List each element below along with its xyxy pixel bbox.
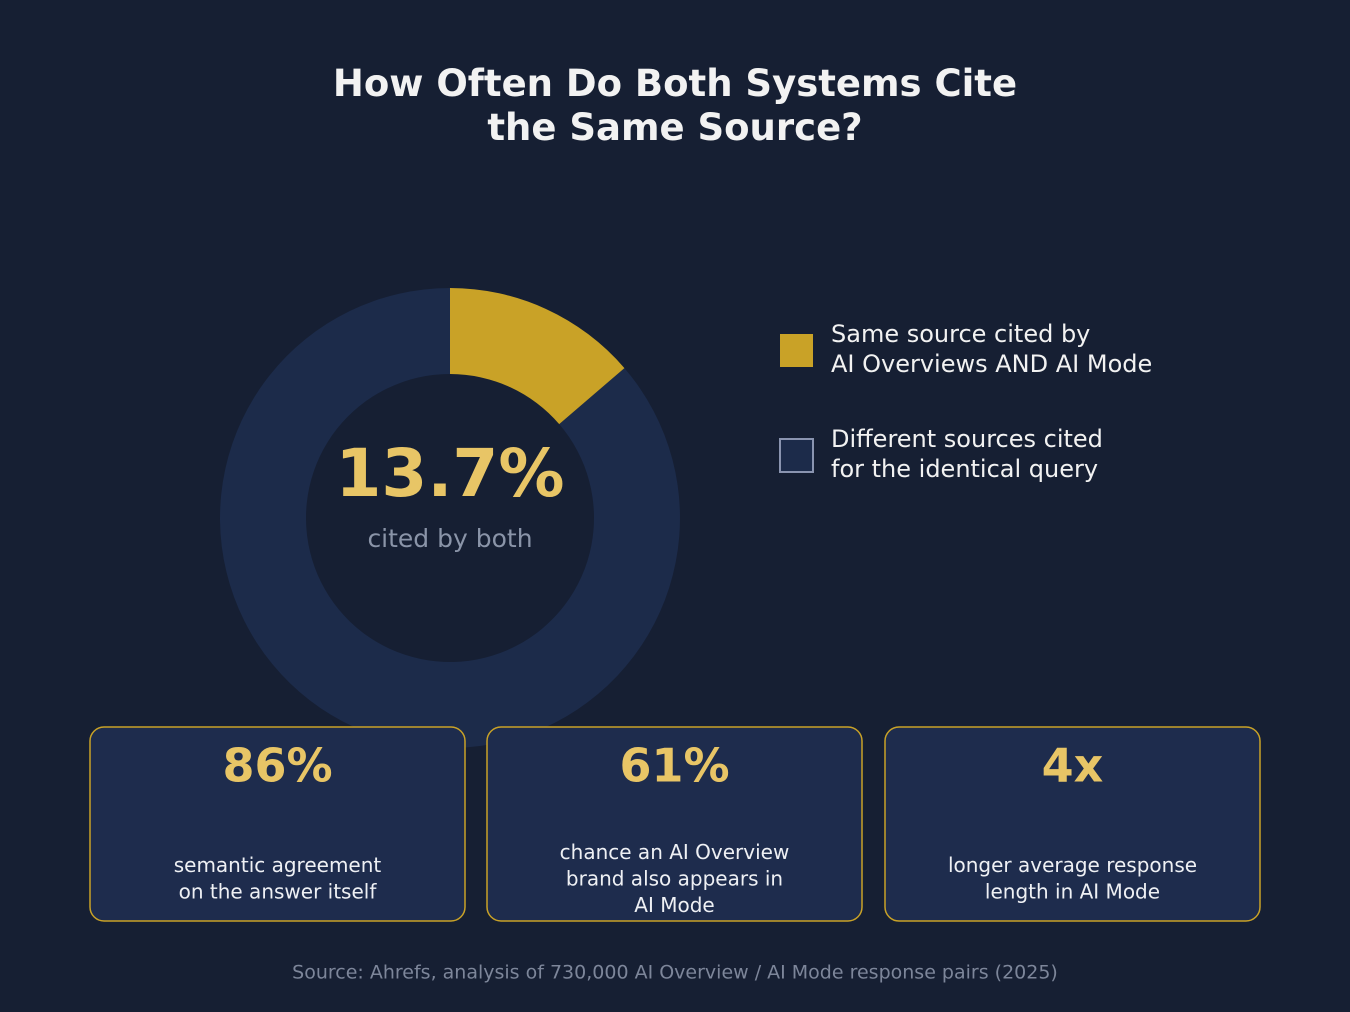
donut-slice <box>219 288 680 748</box>
stat-card <box>89 726 466 922</box>
stat-value: 86% <box>222 739 332 793</box>
legend-swatch <box>780 334 813 367</box>
center-caption: cited by both <box>367 524 532 553</box>
stat-card <box>884 726 1261 922</box>
stat-label: semantic agreement on the answer itself <box>174 853 382 904</box>
donut-slice <box>450 288 625 425</box>
stat-label: longer average response length in AI Mode <box>948 853 1197 904</box>
chart-title: How Often Do Both Systems Cite the Same S… <box>333 62 1017 149</box>
stat-card <box>486 726 863 922</box>
legend-label: Different sources cited for the identical… <box>831 425 1103 483</box>
center-value: 13.7% <box>336 435 565 512</box>
stat-value: 4x <box>1042 739 1104 793</box>
stat-label: chance an AI Overview brand also appears … <box>560 840 790 917</box>
source-note: Source: Ahrefs, analysis of 730,000 AI O… <box>292 962 1058 984</box>
stat-value: 61% <box>619 739 729 793</box>
legend-swatch <box>779 438 814 473</box>
legend-label: Same source cited by AI Overviews AND AI … <box>831 320 1152 378</box>
